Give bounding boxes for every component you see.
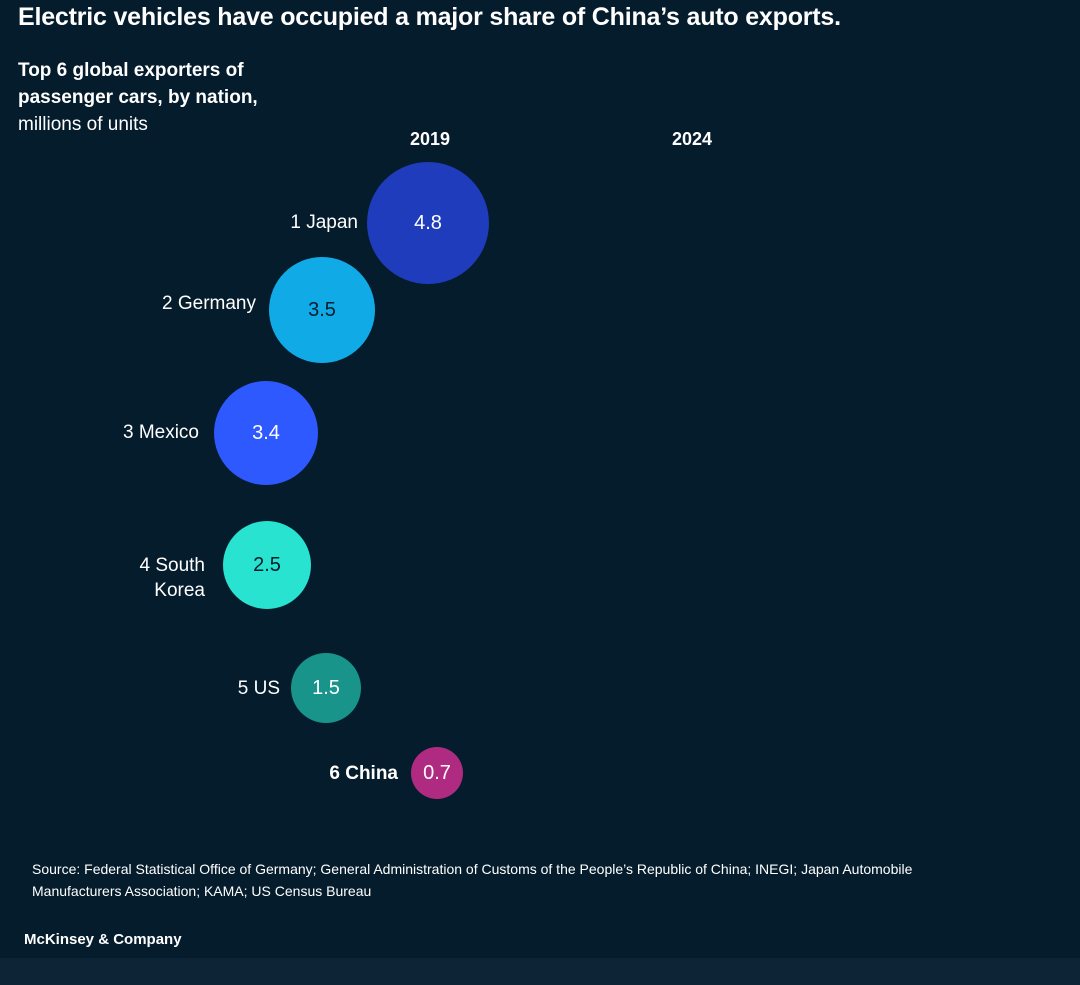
bubble-value-us: 1.5 (312, 676, 340, 699)
bubble-mexico: 3.4 (214, 381, 318, 485)
bubble-value-germany: 3.5 (308, 298, 336, 321)
bubble-value-south-korea: 2.5 (253, 553, 281, 576)
bubble-value-japan: 4.8 (414, 211, 442, 234)
bubble-value-mexico: 3.4 (252, 421, 280, 444)
row-label-germany: 2 Germany (162, 293, 256, 314)
bubble-us: 1.5 (291, 653, 361, 723)
column-header-2024: 2024 (671, 129, 713, 149)
mckinsey-logo: McKinsey & Company (24, 931, 182, 948)
row-label-us: 5 US (237, 678, 280, 699)
footer-strip (0, 958, 1080, 985)
bubble-japan: 4.8 (367, 162, 489, 284)
bubble-value-china: 0.7 (423, 761, 451, 784)
subtitle-line-1: Top 6 global exporters of (18, 60, 244, 81)
bubble-south-korea: 2.5 (223, 521, 311, 609)
source-line-1: Source: Federal Statistical Office of Ge… (32, 861, 913, 877)
column-header-2019: 2019 (409, 129, 451, 149)
row-label-mexico: 3 Mexico (122, 422, 199, 443)
row-label-china: 6 China (329, 763, 398, 784)
subtitle-line-3: millions of units (18, 114, 148, 135)
row-label-south-korea: 4 South Korea (139, 555, 206, 601)
source-note: Source: Federal Statistical Office of Ge… (32, 858, 912, 902)
bubble-china: 0.7 (411, 747, 463, 799)
row-label-japan: 1 Japan (290, 212, 358, 233)
subtitle-line-2: passenger cars, by nation, (18, 87, 258, 108)
page-title: Electric vehicles have occupied a major … (18, 3, 841, 31)
bubble-germany: 3.5 (269, 257, 375, 363)
chart-subtitle: Top 6 global exporters of passenger cars… (18, 57, 258, 138)
source-line-2: Manufacturers Association; KAMA; US Cens… (32, 883, 372, 899)
